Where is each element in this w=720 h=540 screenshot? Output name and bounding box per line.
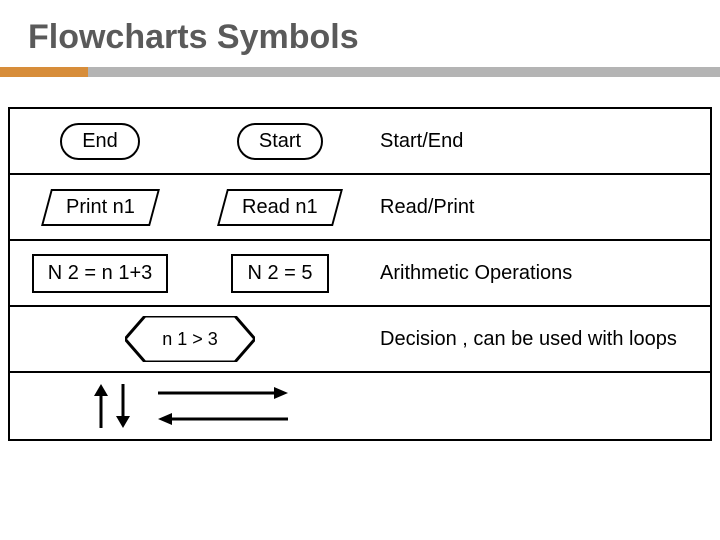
desc-io: Read/Print bbox=[370, 196, 710, 219]
row-io: Print n1 Read n1 Read/Print bbox=[10, 175, 710, 241]
page-title: Flowcharts Symbols bbox=[0, 0, 720, 67]
parallelogram-read-shape: Read n1 bbox=[217, 189, 343, 226]
cell-flow-arrows bbox=[10, 384, 370, 428]
parallelogram-print-shape: Print n1 bbox=[41, 189, 160, 226]
arrow-right-icon bbox=[158, 386, 288, 400]
desc-process: Arithmetic Operations bbox=[370, 262, 710, 285]
arrow-down-icon bbox=[114, 384, 132, 428]
accent-bar bbox=[0, 67, 720, 77]
desc-terminator: Start/End bbox=[370, 130, 710, 153]
cell-terminator-right: Start bbox=[190, 123, 370, 160]
cell-io-right: Read n1 bbox=[190, 189, 370, 226]
arrow-left-icon bbox=[158, 412, 288, 426]
diamond-shape: n 1 > 3 bbox=[125, 316, 255, 362]
parallelogram-print-label: Print n1 bbox=[66, 196, 135, 219]
cell-process-left: N 2 = n 1+3 bbox=[10, 254, 190, 293]
desc-decision: Decision , can be used with loops bbox=[370, 328, 710, 351]
terminator-start-label: Start bbox=[259, 130, 301, 152]
process-left-label: N 2 = n 1+3 bbox=[48, 262, 153, 284]
row-flow bbox=[10, 373, 710, 439]
process-left-shape: N 2 = n 1+3 bbox=[32, 254, 169, 293]
updown-arrows bbox=[92, 384, 132, 428]
row-terminator: End Start Start/End bbox=[10, 109, 710, 175]
row-process: N 2 = n 1+3 N 2 = 5 Arithmetic Operation… bbox=[10, 241, 710, 307]
cell-io-left: Print n1 bbox=[10, 189, 190, 226]
process-right-shape: N 2 = 5 bbox=[231, 254, 328, 293]
accent-gray bbox=[88, 67, 720, 77]
row-decision: n 1 > 3 Decision , can be used with loop… bbox=[10, 307, 710, 373]
parallelogram-read-label: Read n1 bbox=[242, 196, 318, 219]
cell-process-right: N 2 = 5 bbox=[190, 254, 370, 293]
process-right-label: N 2 = 5 bbox=[247, 262, 312, 284]
cell-decision: n 1 > 3 bbox=[10, 316, 370, 362]
horizontal-arrows bbox=[158, 386, 288, 426]
cell-terminator-left: End bbox=[10, 123, 190, 160]
terminator-end-shape: End bbox=[60, 123, 140, 160]
symbol-table: End Start Start/End Print n1 Read n1 Rea… bbox=[8, 107, 712, 441]
terminator-end-label: End bbox=[82, 130, 118, 152]
accent-orange bbox=[0, 67, 88, 77]
diamond-label: n 1 > 3 bbox=[162, 329, 218, 350]
arrow-up-icon bbox=[92, 384, 110, 428]
terminator-start-shape: Start bbox=[237, 123, 323, 160]
